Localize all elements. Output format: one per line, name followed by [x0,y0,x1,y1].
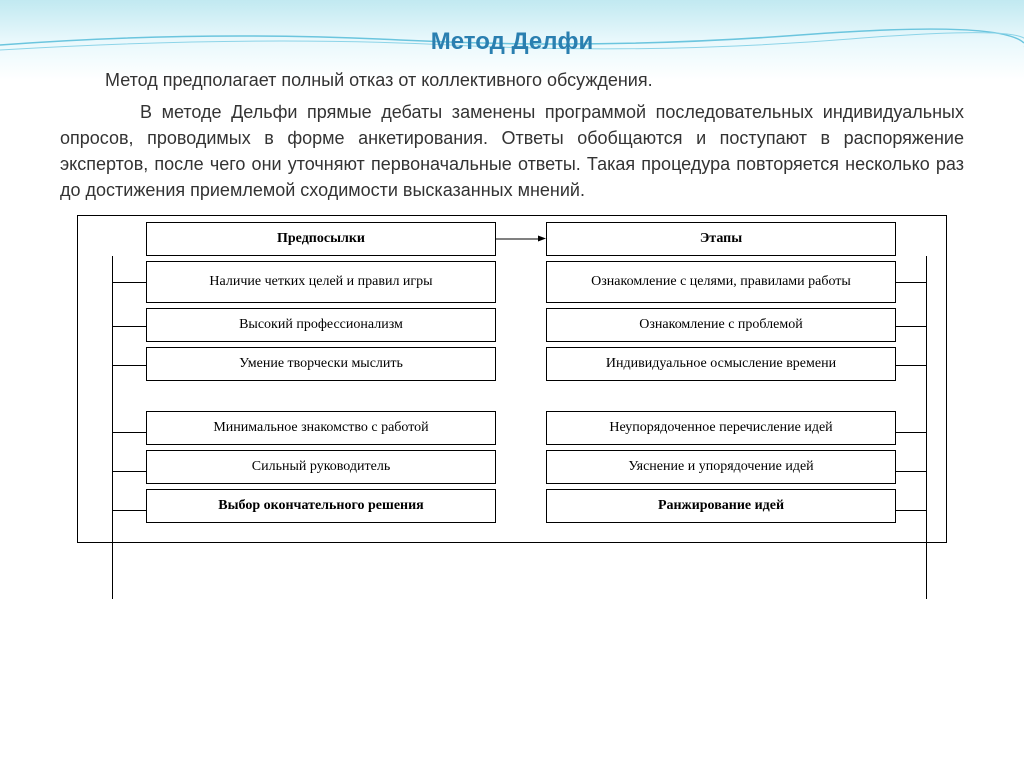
right-vertical-connector [926,256,927,599]
diagram-final-row: Выбор окончательного решения Ранжировани… [78,489,946,523]
diagram-row-4: Минимальное знакомство с работой Неупоря… [78,411,946,445]
left-stub-6 [112,510,146,511]
row5-left-box: Сильный руководитель [146,450,496,484]
diagram-row-5: Сильный руководитель Уяснение и упорядоч… [78,450,946,484]
header-left-box: Предпосылки [146,222,496,256]
right-stub-1 [896,282,926,283]
final-left-box: Выбор окончательного решения [146,489,496,523]
diagram-container: Предпосылки Этапы [77,215,947,543]
row1-right-box: Ознакомление с целями, правилами работы [546,261,896,303]
diagram-inner: Предпосылки Этапы [78,222,946,523]
row3-right-box: Индивидуальное осмысление времени [546,347,896,381]
right-stub-3 [896,365,926,366]
diagram-header-row: Предпосылки Этапы [78,222,946,256]
arrow-right-icon [496,239,546,240]
right-stub-2 [896,326,926,327]
row3-left-box: Умение творчески мыслить [146,347,496,381]
diagram-row-3: Умение творчески мыслить Индивидуальное … [78,347,946,381]
intro-text: Метод предполагает полный отказ от колле… [60,70,964,91]
description-text: В методе Дельфи прямые дебаты заменены п… [60,99,964,203]
diagram-row-1: Наличие четких целей и правил игры Ознак… [78,261,946,303]
final-right-box: Ранжирование идей [546,489,896,523]
diagram-row-2: Высокий профессионализм Ознакомление с п… [78,308,946,342]
left-vertical-connector [112,256,113,599]
row4-left-box: Минимальное знакомство с работой [146,411,496,445]
left-stub-4 [112,432,146,433]
left-stub-5 [112,471,146,472]
row2-right-box: Ознакомление с проблемой [546,308,896,342]
row2-left-box: Высокий профессионализм [146,308,496,342]
header-right-box: Этапы [546,222,896,256]
page-title: Метод Делфи [60,28,964,56]
description-content: В методе Дельфи прямые дебаты заменены п… [60,102,964,200]
row4-right-box: Неупорядоченное перечисление идей [546,411,896,445]
right-stub-4 [896,432,926,433]
right-stub-5 [896,471,926,472]
left-stub-1 [112,282,146,283]
left-stub-2 [112,326,146,327]
row5-right-box: Уяснение и упорядочение идей [546,450,896,484]
left-stub-3 [112,365,146,366]
row1-left-box: Наличие четких целей и правил игры [146,261,496,303]
right-stub-6 [896,510,926,511]
